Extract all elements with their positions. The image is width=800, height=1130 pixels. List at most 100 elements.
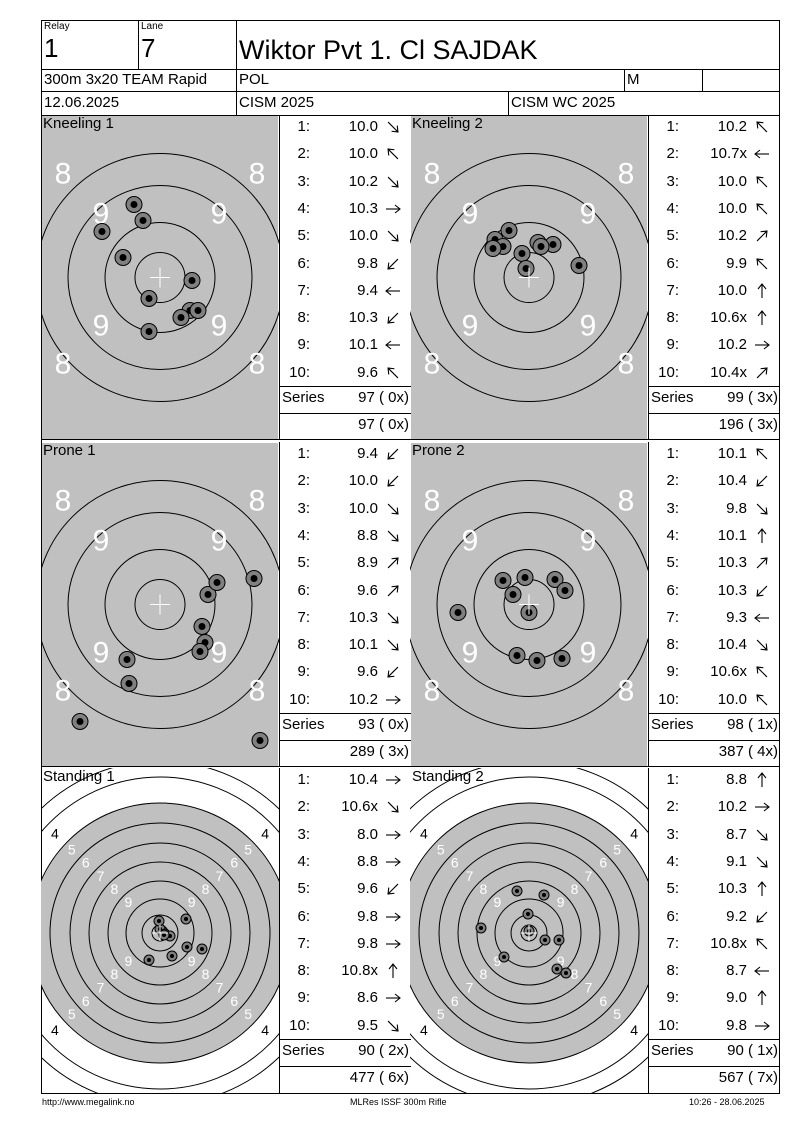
shot-center: [509, 591, 517, 598]
shot-row: 8: 10.8x: [280, 962, 411, 989]
direction-arrow-icon: [753, 880, 773, 900]
ring-number: 8: [618, 157, 635, 190]
ring-number: 9: [93, 636, 110, 669]
stage-title: Prone 1: [43, 442, 96, 459]
shot-number: 4:: [297, 526, 310, 544]
ring-number: 7: [216, 868, 224, 884]
shot-number: 3:: [666, 499, 679, 517]
shot-number: 8:: [666, 309, 679, 327]
shot-score: 9.4: [357, 281, 378, 299]
shot-row: 7: 10.0: [649, 282, 780, 309]
shot-row: 6: 9.2: [649, 908, 780, 935]
direction-arrow-icon: [753, 554, 773, 574]
shot-row: 9: 10.6x: [649, 663, 780, 690]
ring-number: 5: [437, 841, 445, 857]
direction-arrow-icon: [384, 200, 404, 220]
shot-row: 3: 8.0: [280, 826, 411, 853]
direction-arrow-icon: [384, 798, 404, 818]
relay-label: Relay: [44, 21, 70, 32]
shot-number: 2:: [297, 798, 310, 816]
ring-number: 8: [202, 881, 210, 897]
shot-center: [454, 609, 462, 616]
target-ring: [476, 880, 582, 986]
footer-timestamp: 10:26 - 28.06.2025: [689, 1097, 765, 1107]
ring-number: 8: [111, 966, 119, 982]
direction-arrow-icon: [753, 908, 773, 928]
shot-score: 10.0: [348, 472, 378, 490]
shot-center: [502, 955, 506, 959]
target-ring: [457, 861, 601, 1005]
direction-arrow-icon: [384, 663, 404, 683]
ring-number: 6: [230, 993, 238, 1009]
target-ring: [418, 822, 640, 1044]
series-score: 93 ( 0x): [358, 716, 409, 733]
shot-score: 8.8: [726, 771, 747, 788]
shot-number: 2:: [666, 798, 679, 816]
target-ring: [410, 153, 648, 402]
direction-arrow-icon: [753, 826, 773, 846]
shot-score: 10.6x: [341, 798, 378, 816]
shot-row: 6: 9.8: [280, 908, 411, 935]
shot-score: 10.1: [717, 445, 747, 462]
direction-arrow-icon: [384, 1017, 404, 1037]
stage-title: Prone 2: [412, 442, 465, 459]
footer-software: MLRes ISSF 300m Rifle: [350, 1097, 447, 1107]
shot-score: 10.0: [348, 118, 378, 135]
shot-score: 10.0: [348, 499, 378, 517]
series-score: 98 ( 1x): [727, 716, 778, 733]
shot-center: [147, 958, 151, 962]
direction-arrow-icon: [753, 445, 773, 465]
shot-number: 1:: [666, 445, 679, 462]
shot-number: 10:: [289, 690, 310, 708]
shot-score: 10.4: [717, 636, 747, 654]
ring-number: 9: [124, 953, 132, 969]
shot-score: 9.2: [726, 907, 747, 925]
shot-row: 10: 10.0: [649, 691, 780, 718]
shot-score: 10.6x: [710, 309, 747, 327]
shot-number: 6:: [297, 581, 310, 599]
running-total: 567 ( 7x): [718, 1069, 778, 1086]
ring-number: 5: [68, 1006, 76, 1022]
direction-arrow-icon: [384, 118, 404, 138]
footer-website: http://www.megalink.no: [42, 1097, 135, 1107]
ring-number: 8: [202, 966, 210, 982]
series-score: 90 ( 1x): [727, 1042, 778, 1059]
ring-number: 8: [571, 966, 579, 982]
ring-number: 8: [424, 484, 441, 517]
shot-number: 10:: [289, 363, 310, 381]
shot-center: [561, 587, 569, 594]
shot-row: 9: 9.0: [649, 989, 780, 1016]
shot-row: 10: 9.5: [280, 1017, 411, 1044]
shot-center: [537, 243, 545, 250]
shot-number: 1:: [297, 118, 310, 135]
shot-number: 7:: [297, 934, 310, 952]
direction-arrow-icon: [753, 173, 773, 193]
shot-row: 6: 9.8: [280, 255, 411, 282]
ring-number: 6: [82, 993, 90, 1009]
shot-row: 6: 9.6: [280, 582, 411, 609]
ring-number: 9: [580, 309, 597, 342]
direction-arrow-icon: [384, 935, 404, 955]
shot-center: [204, 591, 212, 598]
target-ring: [436, 185, 622, 370]
shot-center: [196, 648, 204, 655]
shot-row: 8: 8.7: [649, 962, 780, 989]
shot-row: 7: 9.4: [280, 282, 411, 309]
shot-number: 1:: [666, 118, 679, 135]
direction-arrow-icon: [384, 636, 404, 656]
shot-table: 1: 8.8 2: 10.2 3: 8.7 4: 9.1 5: 10.3 6: 9.2 7: 10.8x 8…: [648, 768, 780, 1094]
series-score: 90 ( 2x): [358, 1042, 409, 1059]
ring-number: 8: [55, 674, 72, 707]
shot-number: 1:: [297, 445, 310, 462]
target-ring: [69, 842, 251, 1024]
target-ring: [49, 822, 271, 1044]
ring-number: 8: [424, 347, 441, 380]
shot-center: [543, 938, 547, 942]
shot-center: [505, 227, 513, 234]
shot-score: 10.3: [348, 199, 378, 217]
shot-score: 10.4x: [710, 363, 747, 381]
shot-row: 8: 10.6x: [649, 309, 780, 336]
target-ring: [41, 153, 279, 402]
shot-row: 9: 8.6: [280, 989, 411, 1016]
direction-arrow-icon: [384, 691, 404, 711]
